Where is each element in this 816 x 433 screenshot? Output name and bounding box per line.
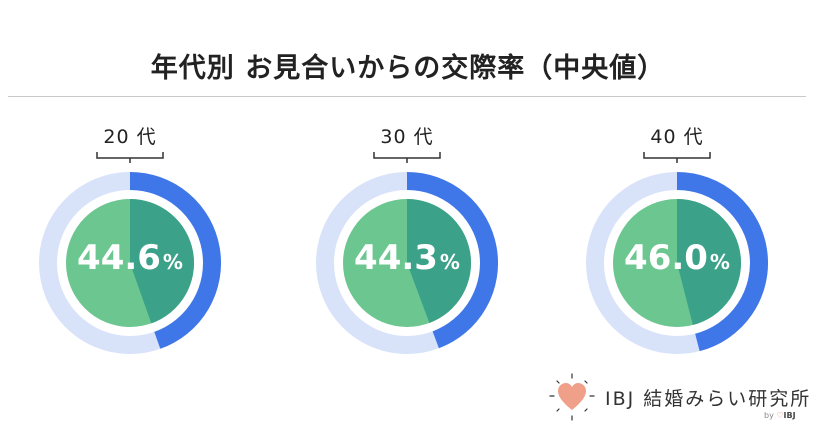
value-label-20s: 44.6% [39, 238, 221, 278]
donut-arc-20s [129, 172, 221, 349]
age-bracket-20s [96, 152, 164, 163]
value-label-40s: 46.0% [586, 238, 768, 278]
donut-arc-40s [676, 172, 768, 352]
ibj-logo [549, 373, 595, 421]
age-label-40s: 40 代 [650, 126, 704, 148]
age-label-30s: 30 代 [380, 126, 434, 148]
donut-chart-20s [39, 172, 221, 354]
logo-byline: by ♡IBJ [764, 411, 796, 420]
age-label-20s: 20 代 [103, 126, 157, 148]
value-number-20s: 44.6 [77, 238, 161, 278]
donut-slice-30s [407, 199, 471, 323]
donut-slice-40s [677, 199, 741, 325]
value-number-40s: 46.0 [624, 238, 708, 278]
value-unit-30s: % [439, 250, 460, 274]
value-label-30s: 44.3% [316, 238, 498, 278]
age-bracket-40s [643, 152, 711, 163]
value-unit-40s: % [709, 250, 730, 274]
chart-title: 年代別 お見合いからの交際率（中央値） [150, 53, 666, 84]
logo-brand: IBJ [783, 411, 796, 420]
title-divider [8, 96, 806, 97]
heart-icon [549, 373, 595, 421]
logo-name: IBJ 結婚みらい研究所 [605, 388, 812, 410]
donut-chart-30s [316, 172, 498, 354]
age-bracket-30s [373, 152, 441, 163]
value-unit-20s: % [162, 250, 183, 274]
value-number-30s: 44.3 [354, 238, 438, 278]
donut-slice-20s [130, 199, 194, 324]
donut-arc-30s [406, 172, 498, 349]
donut-chart-40s [586, 172, 768, 354]
small-heart-icon: ♡ [776, 411, 784, 420]
logo-by-text: by [764, 411, 774, 420]
